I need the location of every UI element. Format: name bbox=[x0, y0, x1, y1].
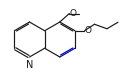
Text: N: N bbox=[26, 60, 33, 70]
Text: O: O bbox=[69, 9, 76, 18]
Text: O: O bbox=[85, 26, 92, 35]
